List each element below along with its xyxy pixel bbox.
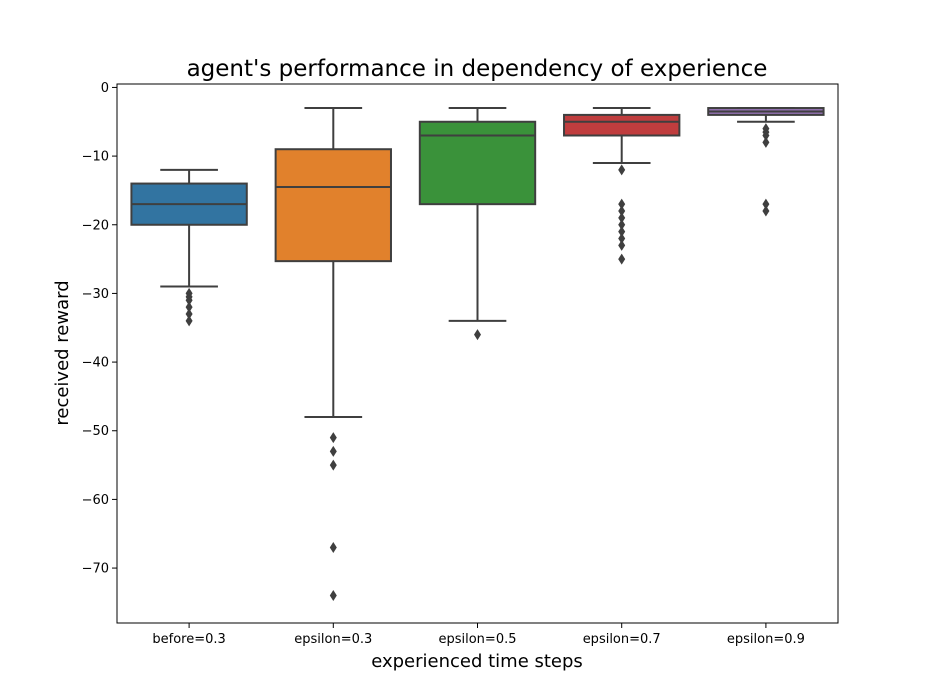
x-tick-label: before=0.3 — [152, 632, 225, 647]
x-axis: before=0.3 epsilon=0.3 epsilon=0.5 epsilon=… — [152, 623, 805, 647]
outlier-point — [618, 198, 626, 210]
y-axis: 0 −10 −20 −30 −40 −50 −60 −70 — [82, 81, 117, 577]
y-tick-label: −10 — [82, 150, 109, 165]
outlier-point — [618, 239, 626, 251]
x-tick-label: epsilon=0.3 — [294, 632, 372, 647]
y-axis-label: received reward — [52, 280, 73, 425]
iqr-box — [563, 113, 681, 137]
outlier-point — [618, 226, 626, 238]
outlier-point — [618, 219, 626, 231]
outlier-point — [618, 212, 626, 224]
iqr-box — [274, 148, 392, 263]
y-tick-label: −60 — [82, 493, 109, 508]
iqr-box — [418, 120, 537, 206]
outlier-point — [618, 205, 626, 217]
outlier-point — [185, 315, 193, 327]
outlier-point — [329, 590, 337, 602]
outlier-point — [762, 136, 770, 148]
y-tick-label: −20 — [82, 218, 109, 233]
x-tick-label: epsilon=0.7 — [583, 632, 661, 647]
chart-title: agent's performance in dependency of exp… — [187, 56, 768, 82]
y-tick-label: 0 — [101, 81, 109, 96]
y-tick-label: −50 — [82, 424, 109, 439]
y-tick-label: −40 — [82, 356, 109, 371]
outlier-point — [185, 308, 193, 320]
outlier-point — [618, 164, 626, 176]
outlier-point — [329, 459, 337, 471]
box-group-1 — [130, 168, 248, 327]
box-group-5 — [707, 107, 825, 217]
y-tick-label: −70 — [82, 562, 109, 577]
x-tick-label: epsilon=0.5 — [438, 632, 516, 647]
x-axis-label: experienced time steps — [371, 651, 583, 672]
outlier-point — [762, 205, 770, 217]
box-group-3 — [418, 107, 537, 341]
outlier-point — [474, 329, 481, 341]
outlier-point — [185, 294, 193, 306]
chart-marks — [130, 107, 825, 602]
box-group-4 — [563, 107, 681, 265]
y-tick-label: −30 — [82, 287, 109, 302]
outlier-point — [329, 541, 337, 553]
box-group-2 — [274, 107, 392, 602]
outlier-point — [618, 232, 626, 244]
x-tick-label: epsilon=0.9 — [727, 632, 805, 647]
outlier-point — [185, 301, 193, 313]
outlier-point — [329, 432, 337, 444]
outlier-point — [329, 445, 337, 457]
outlier-point — [618, 253, 626, 265]
outlier-point — [762, 198, 770, 210]
outlier-point — [762, 129, 770, 141]
